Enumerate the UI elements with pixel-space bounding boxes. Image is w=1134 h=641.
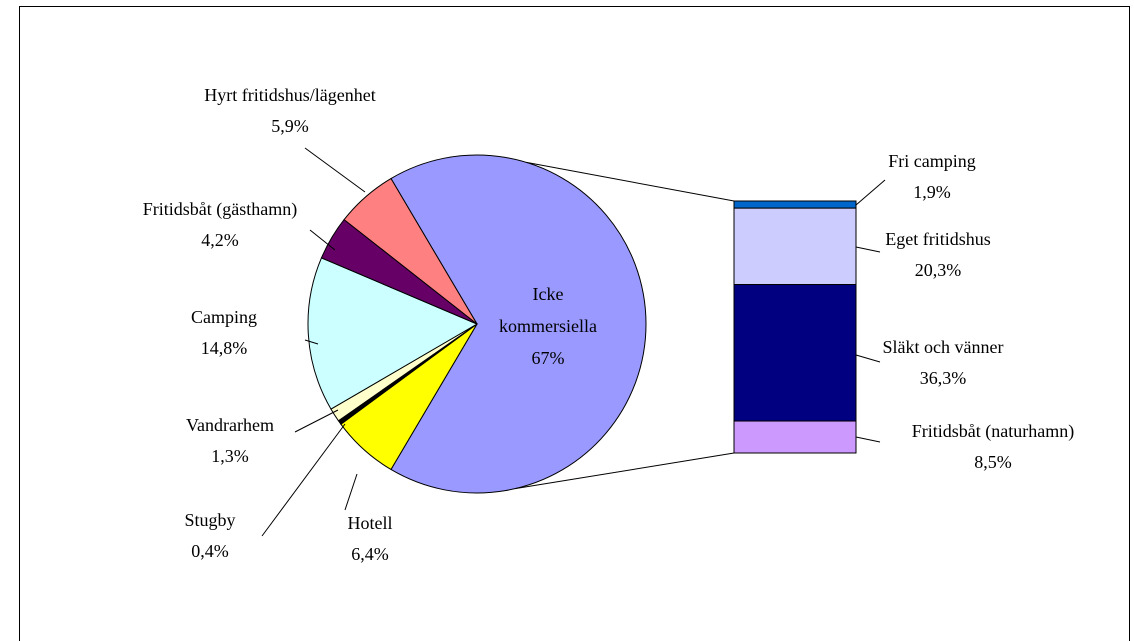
pie-label: Camping 14,8% [191, 302, 257, 364]
value-label: 6,4% [351, 544, 389, 564]
category-label: Icke kommersiella [499, 284, 597, 336]
category-label: Fritidsbåt (naturhamn) [911, 421, 1075, 441]
category-label: Fri camping [888, 151, 976, 171]
pie-slice [343, 177, 478, 325]
leader-line [309, 229, 336, 251]
value-label: 1,9% [913, 182, 951, 202]
connector [514, 452, 735, 490]
category-label: Camping [191, 307, 257, 327]
connector [526, 161, 735, 202]
category-label: Fritidsbåt (gästhamn) [142, 199, 298, 219]
pie-label: Icke kommersiella 67% [483, 278, 613, 374]
leader-line [294, 409, 339, 433]
value-label: 67% [531, 348, 565, 368]
bar-label: Fri camping 1,9% [888, 146, 976, 208]
category-label: Släkt och vänner [882, 337, 1004, 357]
pie-label: Hotell 6,4% [348, 508, 393, 570]
value-label: 8,5% [974, 452, 1012, 472]
frame [19, 6, 1130, 641]
leader-line [261, 423, 346, 537]
pie-label: Fritidsbåt (gästhamn) 4,2% [143, 194, 297, 256]
value-label: 5,9% [271, 116, 309, 136]
category-label: Vandrarhem [186, 415, 274, 435]
value-label: 0,4% [191, 541, 229, 561]
leader-line [855, 436, 881, 443]
category-label: Stugby [184, 510, 236, 530]
leader-line [855, 179, 886, 206]
value-label: 36,3% [919, 368, 967, 388]
leader-line [304, 339, 319, 345]
pie-label: Stugby 0,4% [184, 505, 235, 567]
value-label: 20,3% [914, 260, 962, 280]
leader-line [855, 354, 881, 363]
bar-label: Släkt och vänner 36,3% [883, 332, 1004, 394]
value-label: 4,2% [201, 230, 239, 250]
category-label: Hotell [347, 513, 393, 533]
category-label: Eget fritidshus [885, 229, 991, 249]
category-label: Hyrt fritidshus/lägenhet [204, 85, 376, 105]
bar-segment [733, 200, 857, 209]
pie-slice [390, 154, 647, 494]
bar-label: Fritidsbåt (naturhamn) 8,5% [912, 416, 1074, 478]
leader-line [855, 246, 881, 253]
leader-line [304, 147, 366, 193]
bar-segment [733, 283, 857, 422]
value-label: 1,3% [211, 446, 249, 466]
bar-segment [733, 420, 857, 454]
pie-label: Hyrt fritidshus/lägenhet 5,9% [204, 80, 375, 142]
value-label: 14,8% [200, 338, 248, 358]
bar-segment [733, 207, 857, 285]
pie-slice [307, 257, 479, 410]
bar-label: Eget fritidshus 20,3% [885, 224, 991, 286]
leader-line [344, 473, 358, 511]
pie-label: Vandrarhem 1,3% [186, 410, 274, 472]
